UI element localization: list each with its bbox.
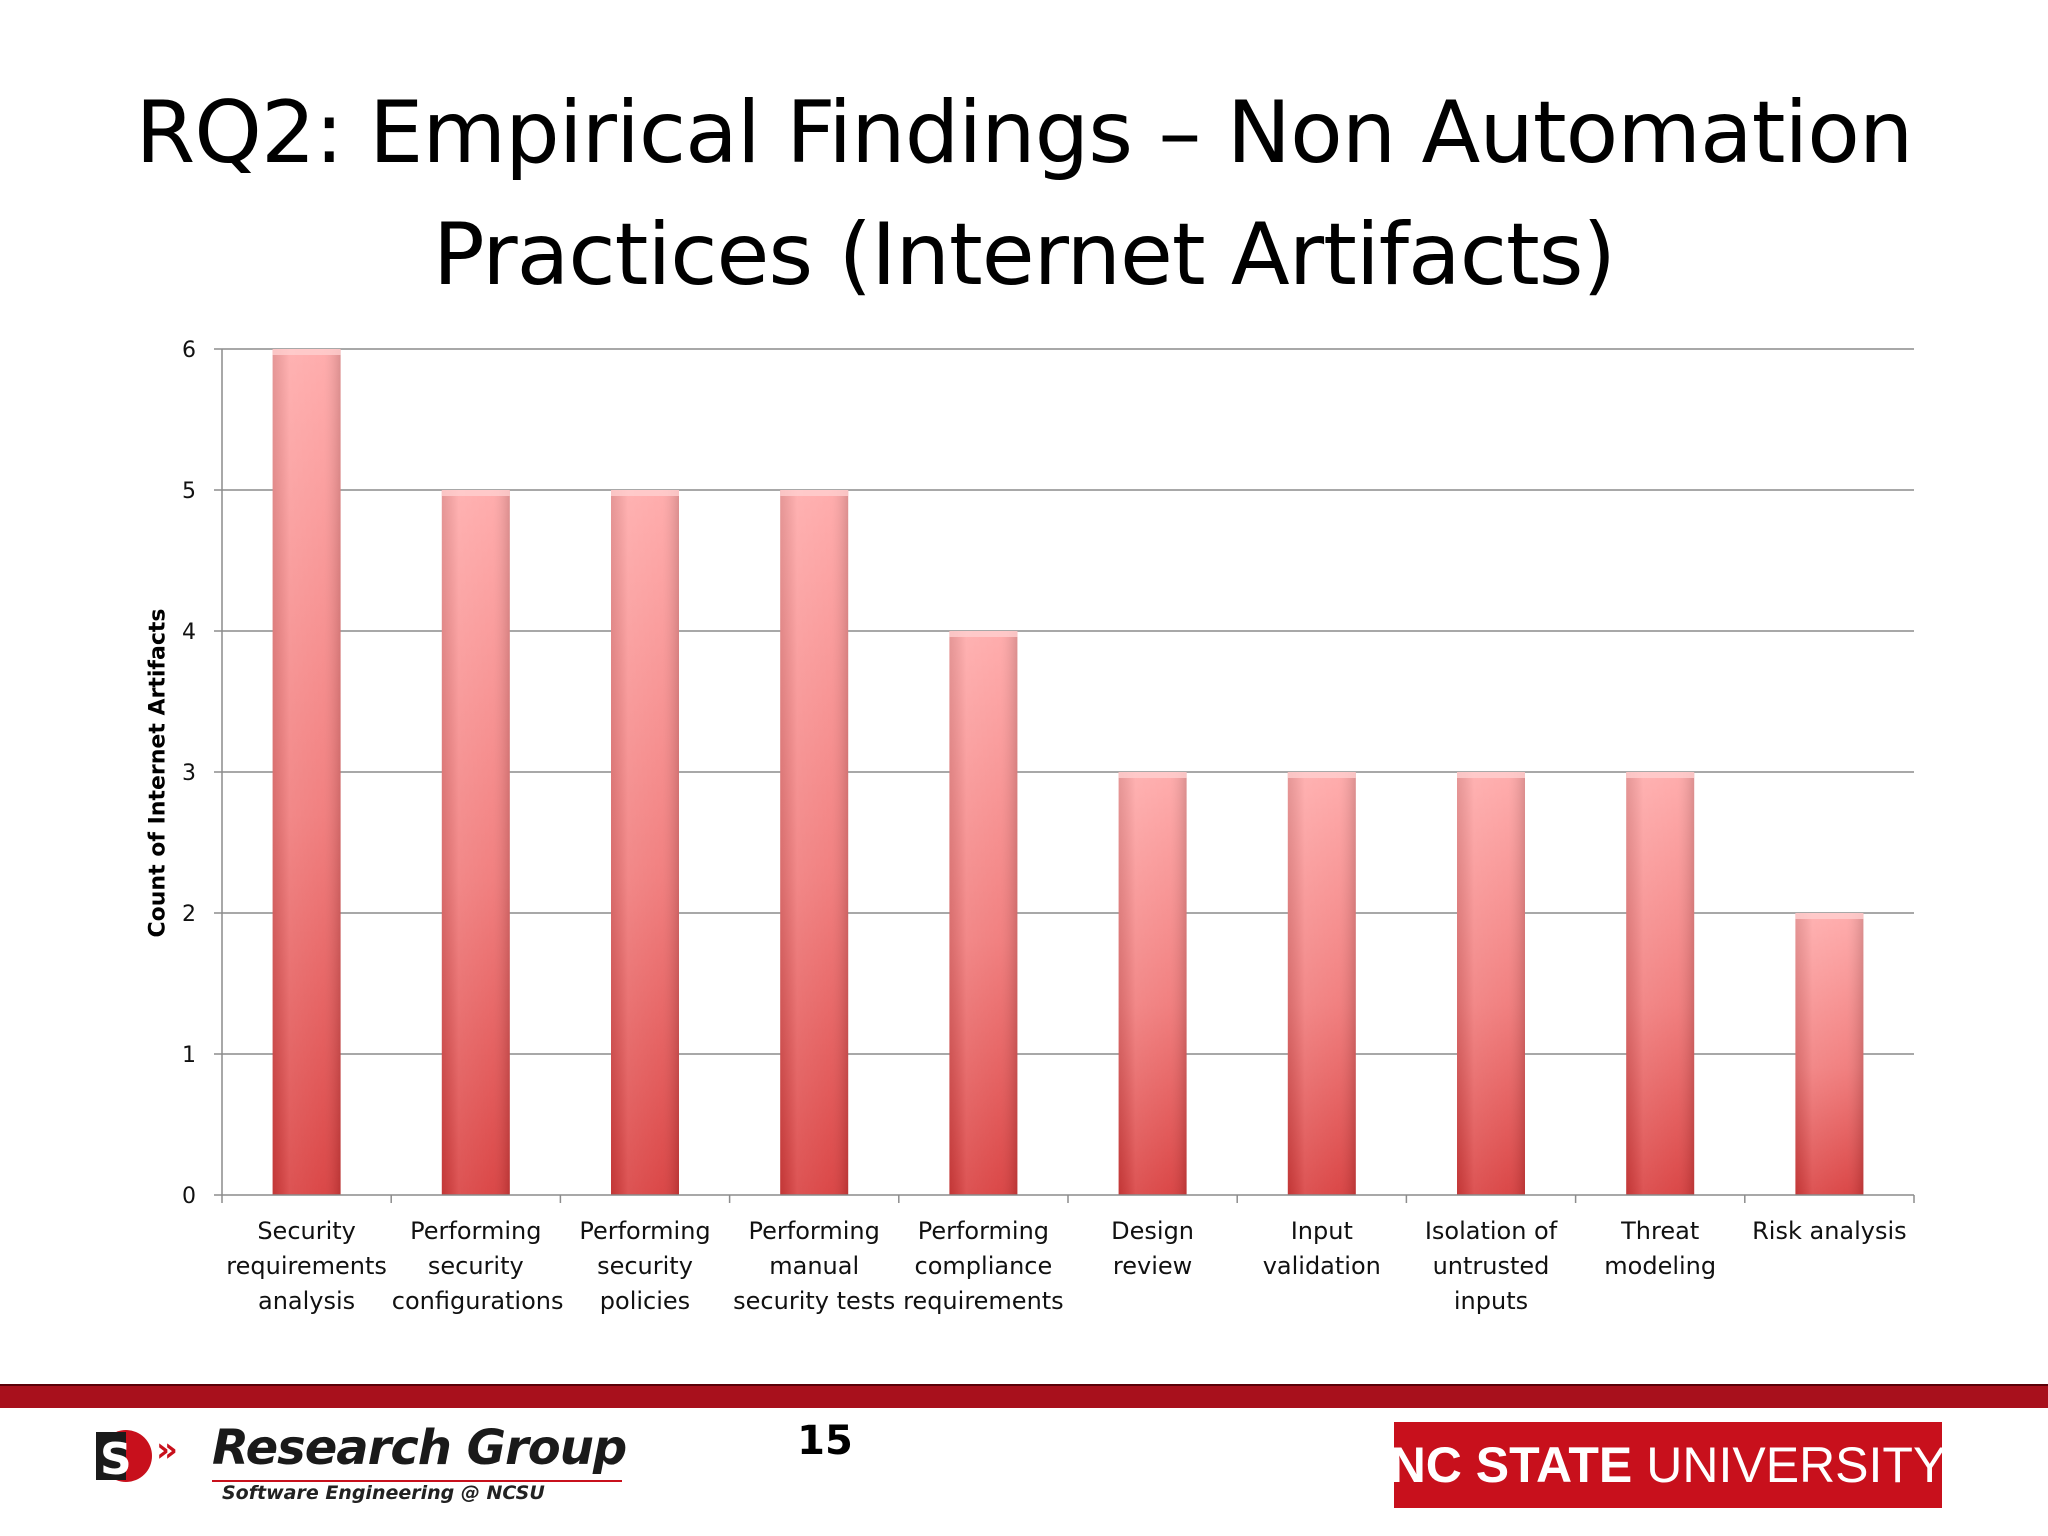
x-tick-label: Design review (1111, 1217, 1195, 1280)
page-number: 15 (797, 1418, 853, 1464)
bar (441, 490, 510, 1195)
bar-shade (1287, 772, 1356, 1195)
x-tick-label: Performing compliance requirements (903, 1217, 1064, 1315)
slide-title-line-2: Practices (Internet Artifacts) (432, 205, 1616, 305)
bar-highlight (1795, 913, 1864, 919)
bar-highlight (1457, 772, 1525, 778)
research-group-logo: S » Research Group Software Engineering … (96, 1420, 636, 1520)
footer-bar (0, 1384, 2048, 1408)
bar (1626, 772, 1695, 1195)
research-group-wordmark: Research Group (212, 1420, 627, 1476)
bar (1118, 772, 1187, 1195)
y-tick-label-4: 4 (182, 620, 196, 645)
y-tick-label-1: 1 (182, 1043, 196, 1068)
bar-shade (611, 490, 679, 1195)
y-tick-label-3: 3 (182, 761, 196, 786)
bar-highlight (441, 490, 510, 496)
x-tick-label: Security requirements analysis (226, 1217, 387, 1315)
bar-highlight (780, 490, 849, 496)
bar-shade (949, 631, 1018, 1195)
slide-title-line-1: RQ2: Empirical Findings – Non Automation (135, 83, 1914, 183)
nc-state-logo-thin: UNIVERSITY (1646, 1437, 1947, 1493)
y-tick-label-0: 0 (182, 1184, 196, 1209)
bar-highlight (1626, 772, 1695, 778)
x-tick-label: Performing security configurations (391, 1217, 564, 1315)
bar (1457, 772, 1525, 1195)
bar-highlight (272, 349, 341, 355)
bar-shade (272, 349, 341, 1195)
bar-shade (780, 490, 849, 1195)
y-tick-label-2: 2 (182, 902, 196, 927)
bar-shade (441, 490, 510, 1195)
axes (214, 348, 1915, 1203)
y-axis-label: Count of Internet Artifacts (145, 608, 171, 938)
arrows-icon: » (156, 1430, 178, 1470)
x-tick-label: Risk analysis (1752, 1217, 1907, 1245)
x-tick-label: Performing manual security tests (733, 1217, 896, 1315)
y-tick-label-6: 6 (182, 338, 196, 363)
nc-state-logo: NC STATE UNIVERSITY (1390, 1422, 1946, 1508)
x-tick-label: Threat modeling (1604, 1217, 1717, 1280)
research-group-subtitle: Software Engineering @ NCSU (222, 1482, 545, 1504)
bar (1287, 772, 1356, 1195)
logo-underline (212, 1480, 622, 1482)
bars (272, 349, 1864, 1195)
bar (780, 490, 849, 1195)
bar-highlight (1287, 772, 1356, 778)
svg-text:S: S (100, 1434, 132, 1485)
bar-chart: 0 1 2 3 4 5 6 (182, 338, 1915, 1209)
se-logo-icon: S (96, 1430, 152, 1485)
slide-title: RQ2: Empirical Findings – Non Automation… (0, 72, 2048, 316)
x-tick-label: Isolation of untrusted inputs (1424, 1217, 1558, 1315)
bar-shade (1118, 772, 1187, 1195)
y-tick-label-5: 5 (182, 479, 196, 504)
x-tick-label: Input validation (1262, 1217, 1381, 1280)
bar (611, 490, 679, 1195)
bar-highlight (1118, 772, 1187, 778)
bar-shade (1457, 772, 1525, 1195)
bar-shade (1626, 772, 1695, 1195)
bar-highlight (611, 490, 679, 496)
bar (949, 631, 1018, 1195)
bar (272, 349, 341, 1195)
y-tick-labels: 0 1 2 3 4 5 6 (182, 338, 196, 1209)
bar-shade (1795, 913, 1864, 1195)
nc-state-logo-bold: NC STATE (1389, 1437, 1633, 1493)
bar (1795, 913, 1864, 1195)
x-tick-label: Performing security policies (579, 1217, 711, 1315)
bar-highlight (949, 631, 1018, 637)
